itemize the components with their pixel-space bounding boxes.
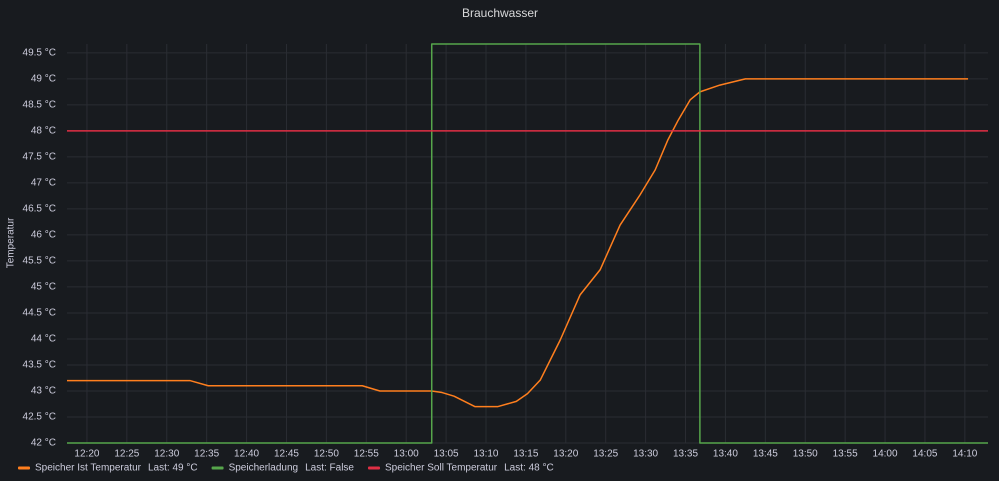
legend-swatch	[18, 466, 30, 470]
x-tick-label: 13:25	[593, 449, 618, 460]
x-tick-label: 12:55	[354, 449, 379, 460]
y-tick-label: 47.5 °C	[23, 152, 56, 163]
y-tick-label: 42 °C	[31, 438, 56, 449]
x-tick-label: 13:10	[473, 449, 498, 460]
x-tick-label: 12:45	[274, 449, 299, 460]
x-tick-label: 12:20	[74, 449, 99, 460]
y-tick-label: 45.5 °C	[23, 256, 56, 267]
y-tick-label: 42.5 °C	[23, 412, 56, 423]
y-axis-label: Temperatur	[6, 217, 17, 268]
y-tick-label: 48.5 °C	[23, 100, 56, 111]
y-tick-label: 47 °C	[31, 178, 56, 189]
x-tick-label: 13:05	[434, 449, 459, 460]
legend-swatch	[211, 466, 224, 470]
y-tick-label: 49 °C	[31, 73, 56, 84]
x-tick-label: 13:40	[713, 449, 738, 460]
legend-last: Last: False	[305, 463, 354, 474]
x-tick-label: 14:10	[952, 449, 977, 460]
x-tick-label: 13:20	[553, 449, 578, 460]
legend-last: Last: 48 °C	[504, 463, 554, 474]
legend-label: Speicherladung	[229, 463, 299, 474]
y-tick-label: 45 °C	[31, 282, 56, 293]
y-tick-label: 43 °C	[31, 386, 56, 397]
x-tick-label: 13:00	[394, 449, 419, 460]
y-tick-label: 49.5 °C	[23, 47, 56, 58]
y-tick-label: 46 °C	[31, 230, 56, 241]
x-tick-label: 13:45	[753, 449, 778, 460]
y-tick-label: 46.5 °C	[23, 204, 56, 215]
x-tick-label: 13:30	[633, 449, 658, 460]
chart-title: Brauchwasser	[462, 6, 538, 20]
y-tick-label: 44.5 °C	[23, 308, 56, 319]
x-tick-label: 13:35	[673, 449, 698, 460]
y-tick-label: 48 °C	[31, 126, 56, 137]
x-tick-label: 12:35	[194, 449, 219, 460]
x-tick-label: 12:40	[234, 449, 259, 460]
x-tick-label: 13:15	[513, 449, 538, 460]
x-tick-label: 13:55	[833, 449, 858, 460]
y-tick-label: 44 °C	[31, 334, 56, 345]
legend-last: Last: 49 °C	[148, 463, 198, 474]
x-tick-label: 12:25	[114, 449, 139, 460]
x-tick-label: 12:50	[314, 449, 339, 460]
series-line	[67, 78, 969, 408]
legend-label: Speicher Soll Temperatur	[385, 463, 498, 474]
series-line	[67, 43, 988, 444]
x-tick-label: 13:50	[793, 449, 818, 460]
legend-swatch	[368, 466, 380, 470]
x-tick-label: 14:00	[873, 449, 898, 460]
legend-label: Speicher Ist Temperatur	[35, 463, 142, 474]
x-tick-label: 14:05	[912, 449, 937, 460]
x-tick-label: 12:30	[154, 449, 179, 460]
y-tick-label: 43.5 °C	[23, 360, 56, 371]
